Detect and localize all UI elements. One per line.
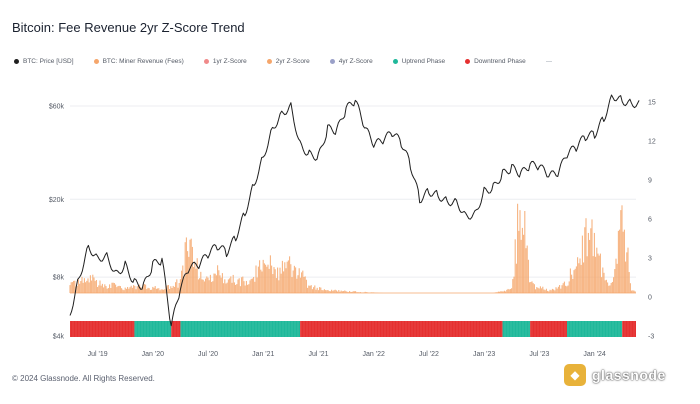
legend-item-4yr[interactable]: 4yr Z-Score xyxy=(329,58,373,65)
legend-item-price[interactable]: BTC: Price [USD] xyxy=(14,58,74,65)
copyright-text: © 2024 Glassnode. All Rights Reserved. xyxy=(12,374,155,383)
x-tick-label-5: Jan '22 xyxy=(363,351,385,358)
right-tick-label-0: -3 xyxy=(648,334,654,341)
phase-segment-8 xyxy=(622,321,636,337)
glassnode-logo-icon: ◆ xyxy=(564,364,586,386)
legend-label-4yr: 4yr Z-Score xyxy=(338,58,373,65)
legend-dot-2yr xyxy=(266,59,272,64)
legend-label-fees: BTC: Miner Revenue (Fees) xyxy=(102,58,184,65)
x-tick-label-4: Jul '21 xyxy=(308,351,328,358)
right-tick-label-6: 15 xyxy=(648,100,656,107)
phase-segment-6 xyxy=(530,321,567,337)
phase-segment-2 xyxy=(171,321,181,337)
right-tick-label-5: 12 xyxy=(648,139,656,146)
legend-dot-uptrend xyxy=(392,59,398,64)
chart-title: Bitcoin: Fee Revenue 2yr Z-Score Trend xyxy=(12,20,245,35)
left-tick-label-2: $20k xyxy=(49,197,65,204)
right-tick-label-2: 3 xyxy=(648,256,652,263)
x-tick-label-3: Jan '21 xyxy=(252,351,274,358)
right-axis-ticks: -3 0 3 6 9 12 15 xyxy=(648,100,656,341)
legend-dot-price xyxy=(14,59,19,64)
phase-segment-4 xyxy=(300,321,503,337)
x-tick-label-9: Jan '24 xyxy=(583,351,605,358)
chart-gridlines xyxy=(70,105,636,337)
left-tick-label-0: $4k xyxy=(53,334,65,341)
glassnode-watermark: ◆ glassnode xyxy=(564,364,666,386)
right-tick-label-3: 6 xyxy=(648,217,652,224)
phase-segment-3 xyxy=(180,321,301,337)
legend-more-indicator[interactable] xyxy=(545,61,552,62)
legend-item-fees[interactable]: BTC: Miner Revenue (Fees) xyxy=(93,58,184,65)
phase-segment-5 xyxy=(502,321,531,337)
phase-segment-7 xyxy=(566,321,623,337)
phase-bar xyxy=(69,321,636,337)
legend-dot-downtrend xyxy=(465,59,471,64)
phase-segment-0 xyxy=(70,321,135,337)
x-tick-label-2: Jul '20 xyxy=(198,351,218,358)
legend-item-uptrend[interactable]: Uptrend Phase xyxy=(392,58,446,65)
legend-label-uptrend: Uptrend Phase xyxy=(401,58,446,65)
left-axis-ticks: $4k $8k $20k $60k xyxy=(49,104,65,341)
price-line-path xyxy=(69,94,640,327)
legend-item-1yr[interactable]: 1yr Z-Score xyxy=(203,58,247,65)
x-tick-label-7: Jan '23 xyxy=(473,351,495,358)
price-line xyxy=(69,94,640,327)
legend-label-downtrend: Downtrend Phase xyxy=(474,58,526,65)
legend-dot-fees xyxy=(93,59,99,64)
left-tick-label-3: $60k xyxy=(49,104,65,111)
x-tick-label-1: Jan '20 xyxy=(142,351,164,358)
x-tick-label-8: Jul '23 xyxy=(529,351,549,358)
chart-legend: BTC: Price [USD] BTC: Miner Revenue (Fee… xyxy=(14,58,552,65)
legend-item-2yr[interactable]: 2yr Z-Score xyxy=(266,58,310,65)
phase-segment-1 xyxy=(134,321,172,337)
right-tick-label-4: 9 xyxy=(648,178,652,185)
zscore-area xyxy=(69,203,636,294)
legend-dot-4yr xyxy=(329,59,335,64)
glassnode-logo-glyph: ◆ xyxy=(570,368,580,382)
legend-label-price: BTC: Price [USD] xyxy=(23,58,74,65)
legend-label-2yr: 2yr Z-Score xyxy=(275,58,310,65)
watermark-text: glassnode xyxy=(592,367,666,383)
legend-label-1yr: 1yr Z-Score xyxy=(212,58,247,65)
x-axis-ticks: Jul '19 Jan '20 Jul '20 Jan '21 Jul '21 Jan '… xyxy=(88,351,606,358)
legend-dot-1yr xyxy=(203,59,209,64)
x-tick-label-0: Jul '19 xyxy=(88,351,108,358)
x-tick-label-6: Jul '22 xyxy=(419,351,439,358)
left-tick-label-1: $8k xyxy=(53,275,65,282)
legend-item-downtrend[interactable]: Downtrend Phase xyxy=(465,58,526,65)
right-tick-label-1: 0 xyxy=(648,295,652,302)
